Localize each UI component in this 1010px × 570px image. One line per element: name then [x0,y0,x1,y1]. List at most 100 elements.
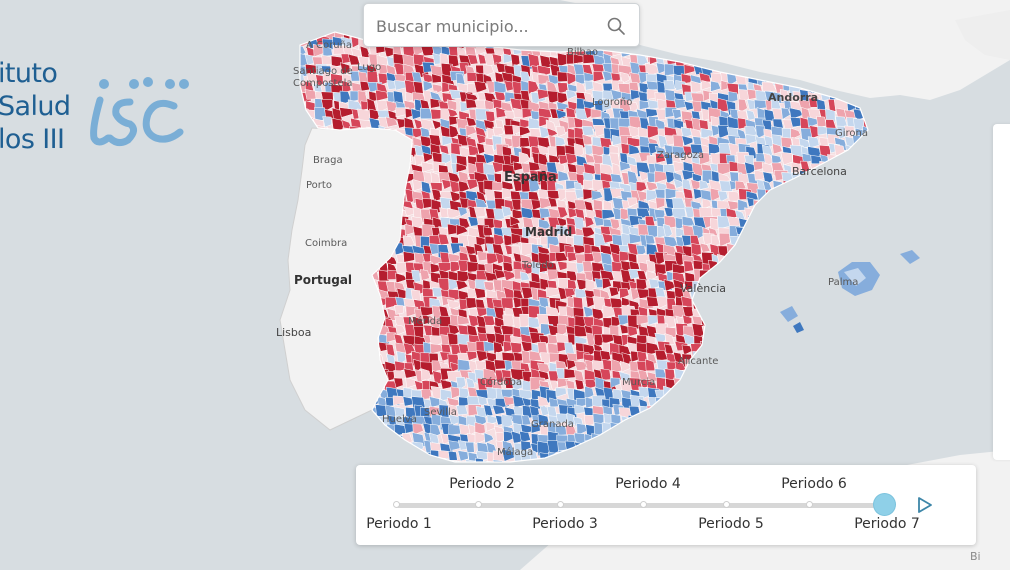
municipality[interactable] [547,197,558,208]
municipality[interactable] [455,224,469,236]
municipality[interactable] [662,223,673,240]
municipality[interactable] [432,287,442,298]
municipality[interactable] [698,152,711,166]
municipality[interactable] [683,260,694,273]
period-label-1[interactable]: Periodo 1 [366,516,432,532]
municipality[interactable] [735,180,747,191]
municipality[interactable] [683,64,695,75]
municipality[interactable] [473,206,486,218]
municipality[interactable] [645,234,656,245]
municipality[interactable] [592,71,605,83]
municipality[interactable] [493,208,505,221]
municipality[interactable] [727,91,738,104]
municipality[interactable] [780,151,793,166]
municipality[interactable] [699,242,711,253]
municipality[interactable] [816,116,827,128]
municipality[interactable] [690,243,702,258]
municipality[interactable] [450,261,460,274]
municipality[interactable] [537,226,549,239]
period-label-7[interactable]: Periodo 7 [854,516,920,532]
municipality[interactable] [554,252,569,263]
municipality[interactable] [447,108,459,119]
municipality[interactable] [655,197,665,210]
municipality[interactable] [556,216,567,228]
municipality[interactable] [501,187,512,199]
municipality[interactable] [628,101,639,114]
municipality[interactable] [412,81,424,96]
municipality[interactable] [565,89,577,100]
municipality[interactable] [466,179,479,191]
municipality[interactable] [690,80,702,94]
municipality[interactable] [510,53,521,68]
municipality[interactable] [619,71,630,84]
municipality[interactable] [483,144,495,156]
municipality[interactable] [501,205,512,218]
municipality[interactable] [347,53,361,66]
municipality[interactable] [491,53,502,66]
municipality[interactable] [322,116,332,128]
municipality[interactable] [582,133,593,146]
municipality[interactable] [690,92,706,103]
municipality[interactable] [717,190,728,203]
municipality[interactable] [402,235,415,249]
municipality[interactable] [518,151,531,166]
municipality[interactable] [557,170,570,182]
municipality[interactable] [581,125,595,136]
municipality[interactable] [637,127,648,138]
municipality[interactable] [467,253,478,264]
timeline-handle[interactable] [874,494,895,515]
municipality[interactable] [825,108,836,124]
municipality[interactable] [467,54,479,65]
municipality[interactable] [483,64,495,77]
municipality[interactable] [322,46,333,57]
period-label-3[interactable]: Periodo 3 [532,516,598,532]
municipality[interactable] [455,405,468,416]
municipality[interactable] [699,180,710,190]
municipality[interactable] [626,197,638,208]
municipality[interactable] [654,209,666,219]
municipality[interactable] [422,152,433,163]
municipality[interactable] [636,181,648,194]
municipality[interactable] [591,190,604,201]
municipality[interactable] [738,98,748,114]
period-label-2[interactable]: Periodo 2 [449,476,515,492]
municipality[interactable] [431,73,442,84]
municipality[interactable] [610,173,623,185]
municipality[interactable] [455,163,467,173]
timeline-tick[interactable] [392,501,400,508]
municipality[interactable] [341,80,352,94]
search-icon[interactable] [607,17,625,35]
municipality[interactable] [844,125,855,138]
timeline-tick[interactable] [639,501,647,508]
search-input[interactable] [374,4,603,48]
municipality[interactable] [663,80,676,91]
municipality[interactable] [681,135,694,147]
municipality[interactable] [457,206,468,217]
municipality[interactable] [492,126,505,137]
timeline-tick[interactable] [722,501,730,508]
timeline-tick[interactable] [556,501,564,508]
municipality[interactable] [385,116,398,128]
municipality[interactable] [509,215,521,227]
municipality[interactable] [557,206,569,220]
period-label-4[interactable]: Periodo 4 [615,476,681,492]
municipality[interactable] [555,109,567,120]
municipality[interactable] [465,297,477,309]
municipality[interactable] [554,161,566,176]
municipality[interactable] [655,108,666,121]
municipality[interactable] [611,162,622,178]
municipality[interactable] [482,226,493,237]
period-label-6[interactable]: Periodo 6 [781,476,847,492]
municipality[interactable] [790,127,801,140]
municipality[interactable] [394,304,404,315]
municipality[interactable] [448,451,458,461]
municipality[interactable] [555,125,566,137]
legend-panel[interactable] [993,124,1010,460]
municipality[interactable] [520,71,531,85]
municipality[interactable] [655,153,666,164]
timeline-tick[interactable] [474,501,482,508]
municipality[interactable] [710,80,722,92]
municipality[interactable] [718,232,731,247]
municipality[interactable] [671,109,682,120]
